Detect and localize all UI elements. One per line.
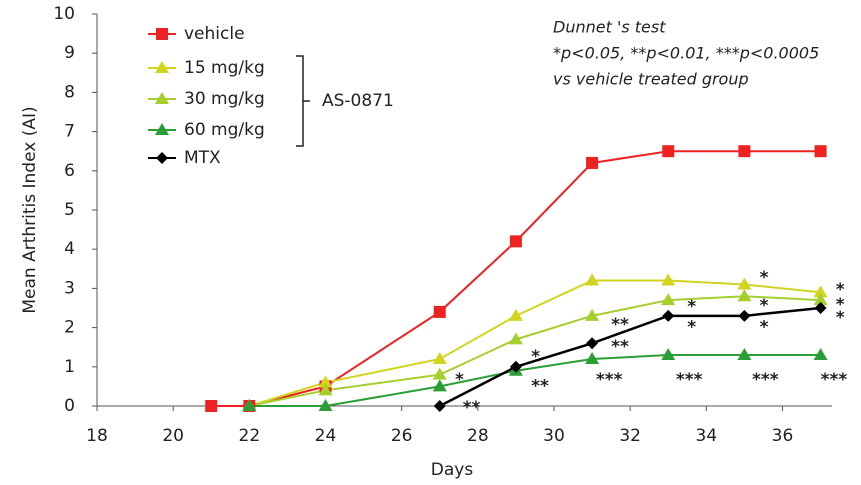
annotation: ** bbox=[531, 376, 549, 396]
marker bbox=[155, 123, 169, 135]
annotation: *** bbox=[676, 370, 703, 390]
marker bbox=[661, 273, 676, 286]
y-tick-label: 8 bbox=[64, 82, 75, 102]
x-tick-label: 34 bbox=[696, 426, 718, 446]
marker bbox=[585, 273, 600, 286]
marker bbox=[662, 309, 675, 322]
y-tick-label: 10 bbox=[53, 4, 75, 24]
marker bbox=[432, 379, 447, 392]
marker bbox=[585, 351, 600, 364]
x-tick-label: 24 bbox=[315, 426, 337, 446]
y-tick-label: 9 bbox=[64, 43, 75, 63]
marker bbox=[433, 305, 446, 318]
annotation: *** bbox=[752, 370, 779, 390]
x-tick-label: 28 bbox=[467, 426, 489, 446]
annotation: ** bbox=[463, 398, 481, 418]
x-tick-label: 20 bbox=[162, 426, 184, 446]
marker bbox=[586, 337, 599, 350]
marker bbox=[509, 235, 522, 248]
annotation: ** bbox=[611, 337, 629, 357]
marker bbox=[508, 308, 523, 321]
annotation: *** bbox=[821, 370, 848, 390]
annotation: * bbox=[531, 347, 540, 367]
x-tick-label: 26 bbox=[391, 426, 413, 446]
x-axis-label: Days bbox=[431, 460, 474, 480]
annotation: * bbox=[687, 318, 696, 338]
marker bbox=[661, 293, 676, 306]
marker bbox=[156, 28, 168, 40]
legend-bracket bbox=[296, 55, 310, 147]
annotation: * bbox=[836, 308, 845, 328]
marker bbox=[585, 308, 600, 321]
x-tick-label: 36 bbox=[772, 426, 794, 446]
annotation: * bbox=[455, 370, 464, 390]
x-tick-label: 30 bbox=[543, 426, 565, 446]
marker bbox=[813, 285, 828, 298]
legend-label: vehicle bbox=[184, 24, 245, 44]
annotation: * bbox=[760, 268, 769, 288]
note: *p<0.05, **p<0.01, ***p<0.0005 bbox=[553, 44, 819, 63]
annotation: * bbox=[836, 295, 845, 315]
marker bbox=[156, 152, 168, 164]
series-line bbox=[249, 279, 821, 407]
marker bbox=[205, 400, 218, 412]
marker bbox=[813, 348, 828, 361]
marker bbox=[155, 61, 169, 73]
y-tick-label: 0 bbox=[64, 396, 75, 416]
marker bbox=[432, 367, 447, 380]
y-tick-label: 6 bbox=[64, 161, 75, 181]
note: vs vehicle treated group bbox=[553, 70, 749, 89]
y-tick-label: 5 bbox=[64, 200, 75, 220]
legend-label: 30 mg/kg bbox=[184, 89, 265, 109]
marker bbox=[318, 375, 333, 388]
marker bbox=[509, 360, 522, 373]
x-tick-label: 18 bbox=[86, 426, 108, 446]
marker bbox=[662, 145, 675, 158]
y-tick-label: 4 bbox=[64, 239, 75, 259]
marker bbox=[737, 277, 752, 290]
note: Dunnet 's test bbox=[553, 18, 666, 37]
y-tick-label: 7 bbox=[64, 122, 75, 142]
marker bbox=[432, 351, 447, 364]
marker bbox=[737, 348, 752, 361]
marker bbox=[508, 332, 523, 345]
legend-label: 60 mg/kg bbox=[184, 120, 265, 140]
y-tick-label: 1 bbox=[64, 357, 75, 377]
x-tick-label: 22 bbox=[239, 426, 261, 446]
marker bbox=[586, 156, 599, 169]
marker bbox=[813, 293, 828, 306]
y-tick-label: 2 bbox=[64, 318, 75, 338]
marker bbox=[738, 309, 751, 322]
legend-label: 15 mg/kg bbox=[184, 58, 265, 78]
series-line bbox=[249, 354, 821, 407]
legend-label: MTX bbox=[184, 148, 221, 168]
marker bbox=[433, 400, 446, 412]
marker bbox=[661, 348, 676, 361]
marker bbox=[155, 92, 169, 104]
series-line bbox=[249, 295, 821, 407]
y-axis-label: Mean Arthritis Index (AI) bbox=[20, 106, 40, 313]
series-line bbox=[439, 306, 821, 408]
marker bbox=[814, 302, 827, 314]
marker bbox=[814, 145, 827, 158]
y-tick-label: 3 bbox=[64, 278, 75, 298]
group-label: AS-0871 bbox=[322, 91, 394, 111]
marker bbox=[318, 399, 333, 411]
x-tick-label: 32 bbox=[619, 426, 641, 446]
annotation: * bbox=[760, 318, 769, 338]
annotation: *** bbox=[596, 370, 623, 390]
annotation: * bbox=[760, 296, 769, 316]
annotation: * bbox=[836, 280, 845, 300]
marker bbox=[242, 399, 257, 411]
annotation: ** bbox=[611, 315, 629, 335]
marker bbox=[738, 145, 751, 158]
annotation: * bbox=[687, 297, 696, 317]
marker bbox=[737, 289, 752, 302]
marker bbox=[318, 383, 333, 396]
